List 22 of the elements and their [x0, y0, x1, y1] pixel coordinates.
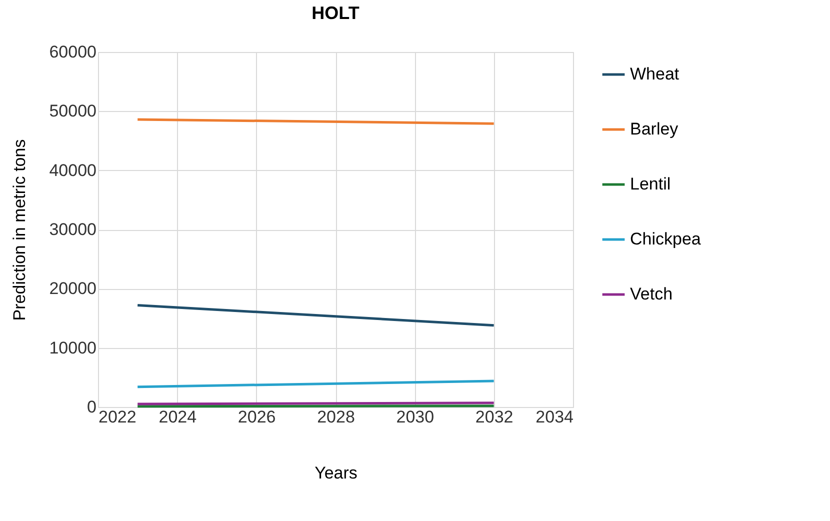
y-tick-label: 50000	[49, 102, 96, 121]
y-tick-label: 10000	[49, 338, 96, 358]
y-tick-label: 30000	[49, 220, 96, 239]
legend-label: Vetch	[630, 284, 673, 304]
x-tick-label: 2022	[98, 408, 136, 426]
legend-label: Wheat	[630, 64, 680, 84]
legend-label: Barley	[630, 120, 679, 138]
legend-label: Chickpea	[630, 230, 702, 248]
y-axis-title: Prediction in metric tons	[10, 139, 30, 321]
x-tick-label: 2034	[536, 408, 574, 426]
y-tick-label: 20000	[49, 279, 96, 298]
x-tick-label: 2030	[396, 408, 434, 426]
chart-title: HOLT	[312, 3, 360, 23]
x-tick-label: 2026	[238, 408, 276, 426]
x-axis-title: Years	[314, 464, 358, 482]
y-tick-label: 40000	[49, 160, 96, 180]
y-tick-label: 0	[87, 398, 96, 416]
legend-label: Lentil	[630, 174, 671, 194]
x-tick-label: 2028	[317, 408, 355, 426]
y-tick-label: 60000	[49, 42, 96, 62]
x-tick-label: 2024	[158, 408, 197, 426]
x-tick-label: 2032	[475, 408, 514, 426]
